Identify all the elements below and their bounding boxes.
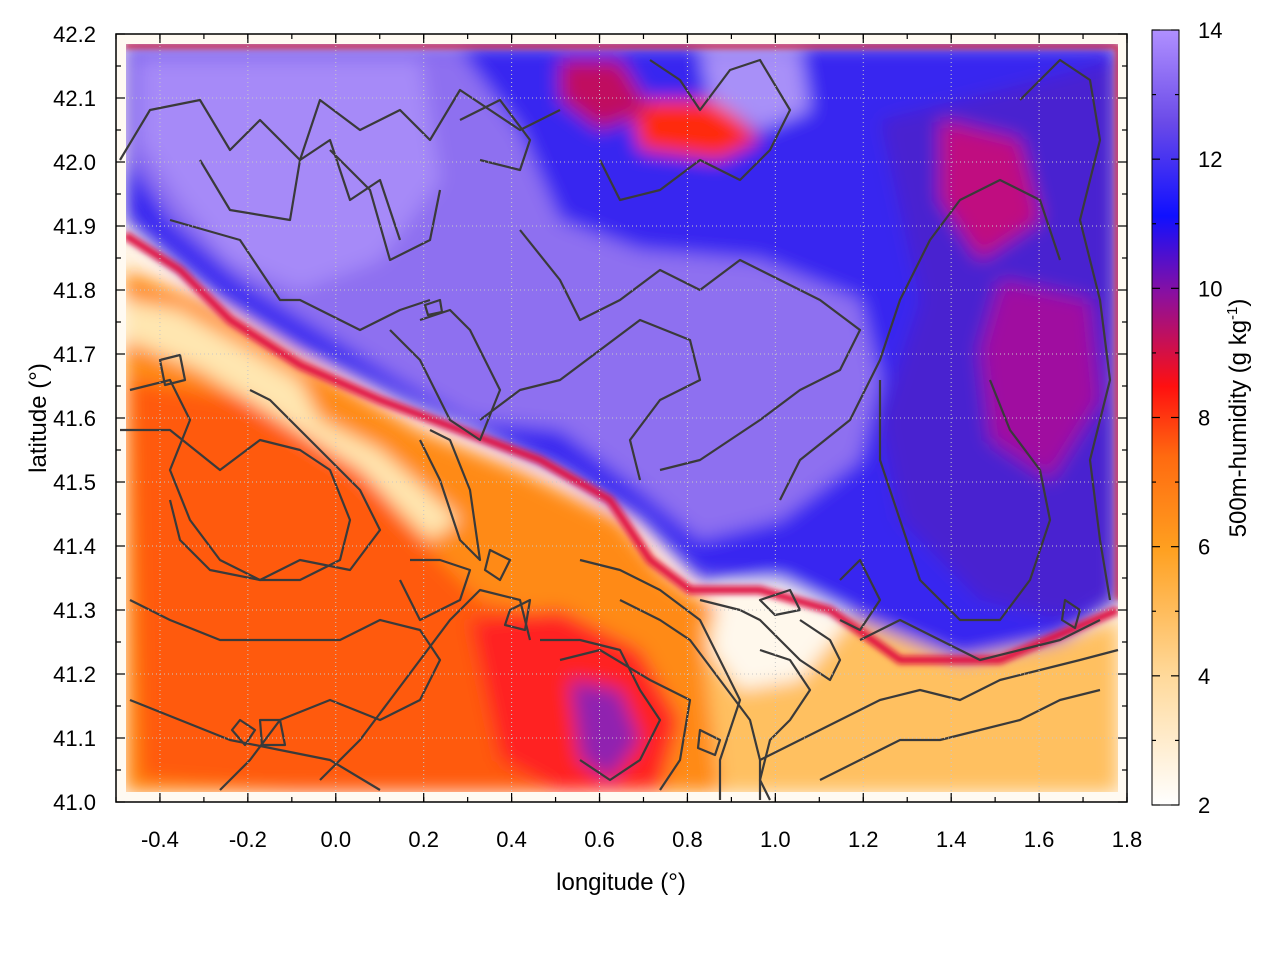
contour-line: [258, 718, 287, 747]
region-diagonal-light: [125, 300, 460, 540]
colorbar-tick-label: 12: [1198, 147, 1222, 172]
y-tick-labels: 41.0 41.1 41.2 41.3 41.4 41.5 41.6 41.7 41.8 41.9…: [53, 22, 96, 815]
y-tick-label: 41.3: [53, 598, 96, 623]
contour-line: [540, 638, 662, 782]
contour-line: [779, 178, 1062, 501]
x-tick-label: 1.2: [848, 827, 879, 852]
region-north-red-patch: [630, 100, 760, 160]
x-tick-labels: -0.4 -0.2 0.0 0.2 0.4 0.6 0.8 1.0 1.2 1.4 1.6 1.8: [141, 827, 1142, 852]
contour-line: [423, 298, 444, 317]
contour-line: [230, 718, 257, 747]
colorbar-ticks: [1152, 29, 1179, 806]
region-north-lilac-blob: [700, 50, 810, 130]
y-tick-label: 42.1: [53, 86, 96, 111]
x-tick-label: 0.8: [672, 827, 703, 852]
contour-line: [129, 599, 442, 791]
y-tick-label: 41.2: [53, 662, 96, 687]
y-tick-label: 41.8: [53, 278, 96, 303]
terrain-contours: [119, 58, 1119, 801]
x-tick-label: 1.8: [1112, 827, 1143, 852]
contour-line: [169, 218, 431, 332]
colorbar-tick-label: 8: [1198, 406, 1210, 431]
x-tick-label: -0.2: [229, 827, 267, 852]
y-tick-label: 41.1: [53, 726, 96, 751]
y-tick-label: 41.0: [53, 790, 96, 815]
axis-ticks: [115, 33, 1128, 803]
contour-line: [129, 698, 381, 791]
contour-line: [819, 688, 1101, 781]
contour-line: [758, 648, 812, 801]
grid: [116, 34, 1127, 802]
y-tick-label: 41.6: [53, 406, 96, 431]
x-tick-label: 0.4: [496, 827, 527, 852]
x-tick-label: -0.4: [141, 827, 179, 852]
colorbar-tick-label: 6: [1198, 535, 1210, 560]
heatmap-field: [116, 34, 1127, 802]
colorbar-tick-label: 14: [1198, 18, 1222, 43]
region-south-purple-spot: [570, 680, 640, 780]
contour-line: [859, 618, 1101, 662]
region-north-red-patch-2: [560, 60, 650, 130]
contour-line: [878, 379, 1052, 622]
contour-line: [559, 648, 692, 791]
contour-line: [1019, 58, 1112, 601]
contour-line: [120, 428, 352, 582]
contour-line: [579, 558, 742, 800]
y-tick-label: 41.9: [53, 214, 96, 239]
contour-line: [329, 149, 442, 262]
y-tick-label: 42.2: [53, 22, 96, 47]
colorbar-title: 500m-humidity (g kg-1): [1224, 299, 1252, 538]
contour-line: [158, 353, 187, 387]
x-tick-label: 1.4: [936, 827, 967, 852]
contour-line: [839, 558, 882, 632]
contour-line: [419, 429, 482, 562]
contour-line: [479, 318, 702, 481]
x-tick-label: 0.0: [320, 827, 351, 852]
colorbar-title-main: 500m-humidity (g kg: [1225, 320, 1252, 537]
colorbar-tick-label: 10: [1198, 276, 1222, 301]
contour-line: [503, 598, 532, 632]
contour-line: [389, 308, 502, 442]
x-tick-label: 1.0: [760, 827, 791, 852]
contour-line: [119, 88, 561, 162]
region-southeast-white: [710, 570, 850, 690]
colorbar-title-close: ): [1225, 299, 1252, 307]
contour-line: [319, 588, 532, 781]
contour-line: [696, 728, 722, 757]
y-tick-label: 41.5: [53, 470, 96, 495]
y-tick-label: 41.7: [53, 342, 96, 367]
contour-line: [1060, 598, 1082, 630]
contour-line: [519, 229, 862, 472]
contour-line: [129, 378, 382, 582]
y-tick-label: 42.0: [53, 150, 96, 175]
y-tick-label: 41.4: [53, 534, 96, 559]
y-axis-title: latitude (°): [25, 363, 52, 473]
x-tick-label: 0.2: [408, 827, 439, 852]
contour-line: [599, 58, 792, 202]
front-red-edge: [122, 231, 1120, 664]
colorbar-tick-labels: 2 4 6 8 10 12 14: [1198, 18, 1222, 818]
colorbar-title-exponent: -1: [1224, 307, 1241, 320]
contour-line: [199, 138, 402, 241]
contour-line: [399, 558, 472, 622]
contour-line: [459, 98, 532, 172]
contour-line: [759, 648, 1119, 761]
contour-line: [483, 548, 512, 582]
colorbar-tick-label: 2: [1198, 793, 1210, 818]
x-axis-title: longitude (°): [556, 869, 686, 896]
x-tick-label: 1.6: [1024, 827, 1055, 852]
colorbar-tick-label: 4: [1198, 664, 1210, 689]
x-tick-label: 0.6: [584, 827, 615, 852]
contour-line: [699, 598, 842, 682]
region-east-redmix: [940, 120, 1040, 260]
